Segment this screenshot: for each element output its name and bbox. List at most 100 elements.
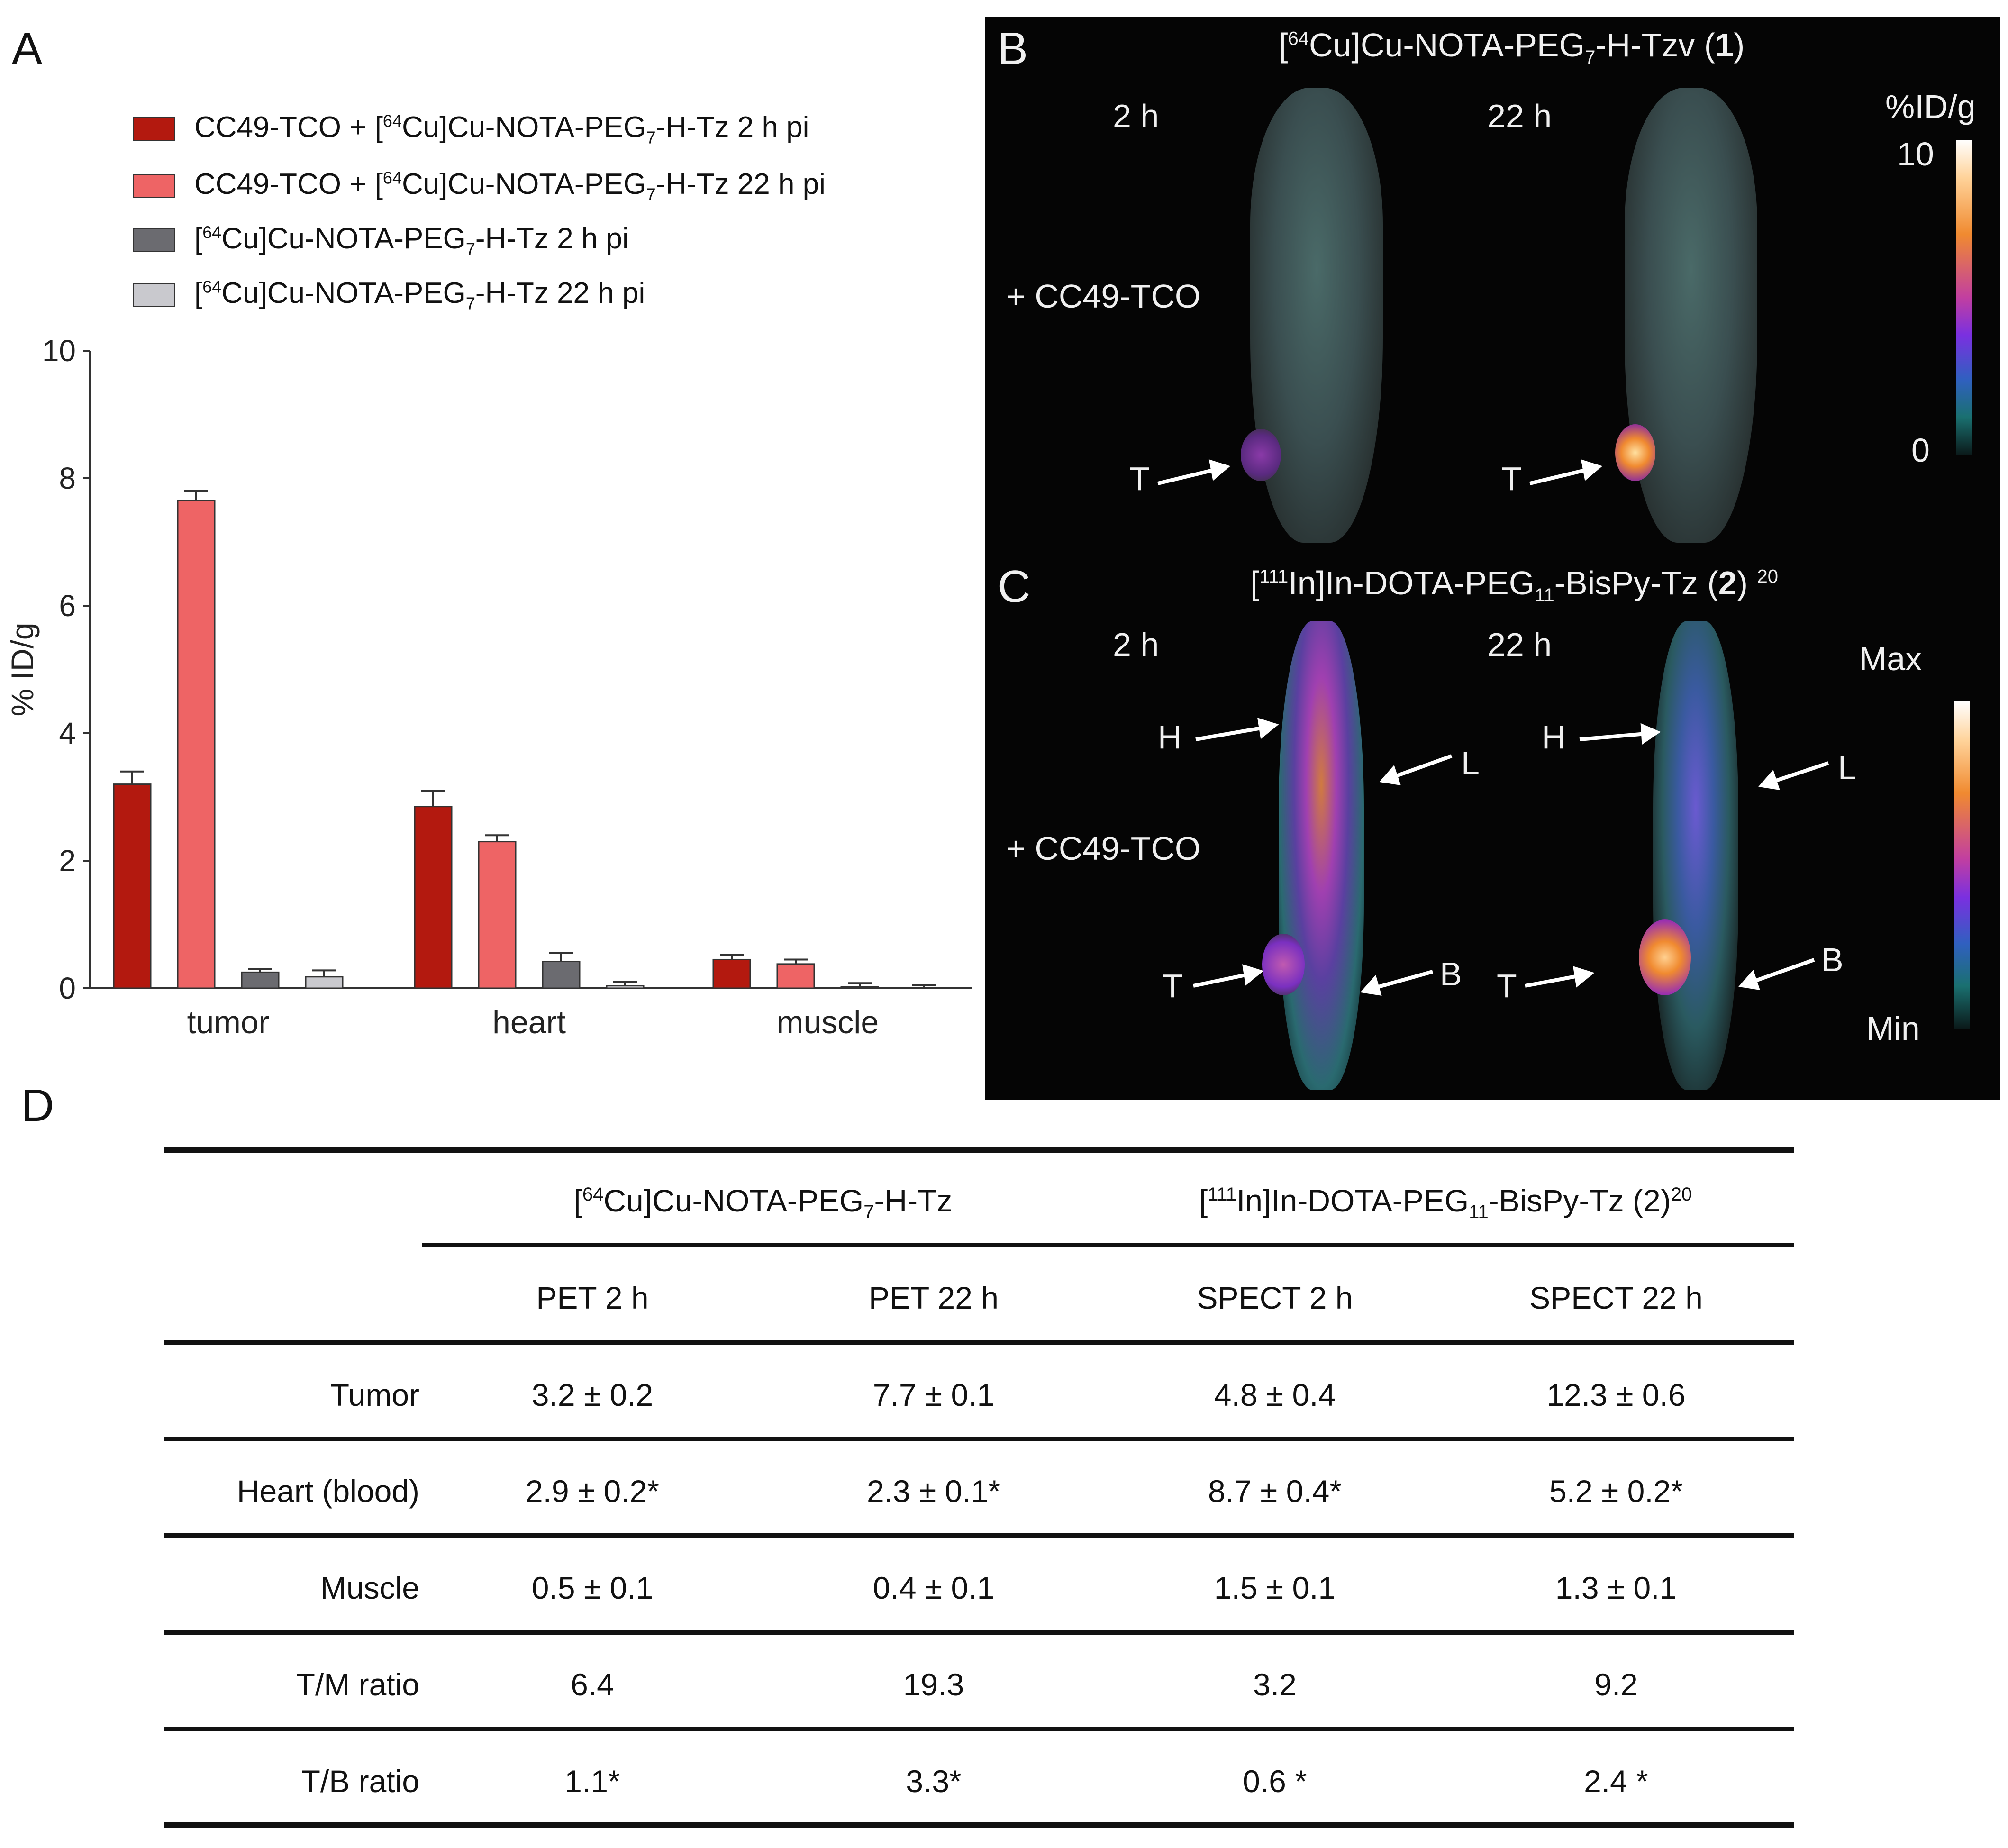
table-bottom-rule bbox=[164, 1822, 1794, 1828]
legend-swatch bbox=[133, 174, 175, 198]
group-header-spect: [111In]In-DOTA-PEG11-BisPy-Tz (2)20 bbox=[1199, 1183, 1692, 1223]
panel-label-d: D bbox=[21, 1080, 55, 1131]
legend-label: [64Cu]Cu-NOTA-PEG7-H-Tz 22 h pi bbox=[194, 276, 645, 313]
y-tick-label: 10 bbox=[42, 334, 76, 368]
column-header: PET 2 h bbox=[536, 1280, 649, 1315]
tumor-hotspot-2h bbox=[1262, 934, 1305, 995]
table-cell: 4.8 ± 0.4 bbox=[1214, 1377, 1336, 1412]
row-rule bbox=[164, 1727, 1794, 1731]
legend-label: [64Cu]Cu-NOTA-PEG7-H-Tz 2 h pi bbox=[194, 222, 629, 259]
legend-swatch bbox=[133, 117, 175, 141]
scale-min-label: 0 bbox=[1911, 432, 1930, 469]
y-tick-label: 6 bbox=[59, 589, 76, 623]
table-cell: 2.4 * bbox=[1584, 1764, 1648, 1799]
panel-c-title: [111In]In-DOTA-PEG11-BisPy-Tz (2) 20 bbox=[1250, 564, 1778, 606]
table-cell: 1.1* bbox=[564, 1764, 620, 1799]
panel-b-pet-images: [64Cu]Cu-NOTA-PEG7-H-Tzv (1) 2 h 22 h + … bbox=[985, 17, 2000, 555]
bar bbox=[113, 783, 152, 989]
table-top-rule bbox=[164, 1147, 1794, 1153]
scale-max-label: 10 bbox=[1897, 136, 1934, 173]
liver-label-2h: L bbox=[1461, 745, 1480, 782]
row-label: Tumor bbox=[330, 1377, 419, 1412]
table-cell: 5.2 ± 0.2* bbox=[1549, 1474, 1683, 1509]
x-tick-label: tumor bbox=[187, 1004, 270, 1040]
table-cell: 3.2 ± 0.2 bbox=[531, 1377, 654, 1412]
mouse-image-22h bbox=[1653, 621, 1738, 1090]
scale-unit-label: %ID/g bbox=[1885, 88, 1976, 125]
table-cell: 6.4 bbox=[571, 1667, 614, 1702]
bar bbox=[177, 500, 216, 989]
panel-label-b: B bbox=[998, 23, 1028, 74]
bar-chart: 0 2 4 6 8 10 % ID/g tumor heart muscle bbox=[5, 334, 972, 1040]
table-cell: 1.3 ± 0.1 bbox=[1555, 1570, 1677, 1605]
panel-c-spect-images: [111In]In-DOTA-PEG11-BisPy-Tz (2) 20 2 h… bbox=[985, 555, 2000, 1100]
heart-label-22h: H bbox=[1542, 719, 1566, 756]
legend-label: CC49-TCO + [64Cu]Cu-NOTA-PEG7-H-Tz 22 h … bbox=[194, 167, 826, 204]
scale-max-label: Max bbox=[1859, 640, 1922, 677]
table-cell: 3.3* bbox=[906, 1764, 962, 1799]
panel-label-a: A bbox=[12, 23, 43, 74]
legend-swatch bbox=[133, 228, 175, 252]
time-label-2h: 2 h bbox=[1113, 98, 1159, 135]
table-cell: 0.6 * bbox=[1243, 1764, 1307, 1799]
liver-label-22h: L bbox=[1838, 749, 1856, 786]
table-cell: 2.9 ± 0.2* bbox=[525, 1474, 660, 1509]
bar bbox=[478, 841, 517, 989]
tumor-label-22h: T bbox=[1497, 967, 1517, 1004]
scale-min-label: Min bbox=[1866, 1010, 1920, 1047]
row-rule bbox=[164, 1437, 1794, 1441]
table-cell: 3.2 bbox=[1253, 1667, 1297, 1702]
table-cell: 0.5 ± 0.1 bbox=[531, 1570, 654, 1605]
table-cell: 0.4 ± 0.1 bbox=[872, 1570, 995, 1605]
row-label: T/M ratio bbox=[296, 1667, 419, 1702]
header-rule bbox=[164, 1340, 1794, 1345]
y-axis-label: % ID/g bbox=[5, 622, 40, 716]
colorbar-pet bbox=[1956, 140, 1972, 455]
panel-b-title: [64Cu]Cu-NOTA-PEG7-H-Tzv (1) bbox=[1279, 27, 1745, 68]
legend-item: [64Cu]Cu-NOTA-PEG7-H-Tz 22 h pi bbox=[133, 276, 645, 313]
y-tick-label: 2 bbox=[59, 844, 76, 878]
bar bbox=[606, 985, 645, 989]
table-cell: 19.3 bbox=[903, 1667, 964, 1702]
tumor-label-2h: T bbox=[1163, 967, 1183, 1004]
bar bbox=[241, 971, 280, 989]
y-tick-label: 8 bbox=[59, 461, 76, 495]
time-label-22h: 22 h bbox=[1487, 626, 1552, 663]
tumor-arrows bbox=[1157, 459, 1603, 485]
legend-item: CC49-TCO + [64Cu]Cu-NOTA-PEG7-H-Tz 2 h p… bbox=[133, 110, 809, 147]
table-cell: 1.5 ± 0.1 bbox=[1214, 1570, 1336, 1605]
x-tick-label: heart bbox=[492, 1004, 566, 1040]
time-label-2h: 2 h bbox=[1113, 626, 1159, 663]
column-header: SPECT 2 h bbox=[1197, 1280, 1353, 1315]
bar bbox=[414, 806, 453, 989]
heart-label-2h: H bbox=[1158, 719, 1182, 756]
legend-label: CC49-TCO + [64Cu]Cu-NOTA-PEG7-H-Tz 2 h p… bbox=[194, 110, 809, 147]
legend-swatch bbox=[133, 283, 175, 307]
row-label: T/B ratio bbox=[301, 1764, 419, 1799]
colorbar-spect bbox=[1954, 701, 1970, 1029]
table-cell: 7.7 ± 0.1 bbox=[872, 1377, 995, 1412]
row-label: Heart (blood) bbox=[236, 1474, 419, 1509]
bar bbox=[776, 963, 815, 989]
legend-item: [64Cu]Cu-NOTA-PEG7-H-Tz 2 h pi bbox=[133, 222, 629, 259]
x-tick-label: muscle bbox=[777, 1004, 879, 1040]
tumor-hotspot-2h bbox=[1241, 429, 1281, 481]
y-tick-label: 4 bbox=[59, 716, 76, 750]
row-rule bbox=[164, 1630, 1794, 1635]
group-header-rule bbox=[422, 1243, 1794, 1247]
row-label: Muscle bbox=[320, 1570, 419, 1605]
treatment-label: + CC49-TCO bbox=[1006, 830, 1201, 867]
bar bbox=[305, 976, 344, 989]
legend-item: CC49-TCO + [64Cu]Cu-NOTA-PEG7-H-Tz 22 h … bbox=[133, 167, 826, 204]
table-cell: 9.2 bbox=[1594, 1667, 1638, 1702]
table-cell: 12.3 ± 0.6 bbox=[1546, 1377, 1686, 1412]
tumor-label-22h: T bbox=[1501, 460, 1522, 497]
organ-arrows bbox=[1193, 718, 1829, 996]
bar bbox=[840, 986, 879, 989]
mouse-image-2h bbox=[1279, 621, 1364, 1090]
tumor-hotspot-22h bbox=[1639, 919, 1691, 995]
column-header: SPECT 22 h bbox=[1529, 1280, 1703, 1315]
panel-label-c: C bbox=[998, 561, 1031, 612]
bone-label-22h: B bbox=[1821, 941, 1844, 978]
table-cell: 2.3 ± 0.1* bbox=[866, 1474, 1001, 1509]
